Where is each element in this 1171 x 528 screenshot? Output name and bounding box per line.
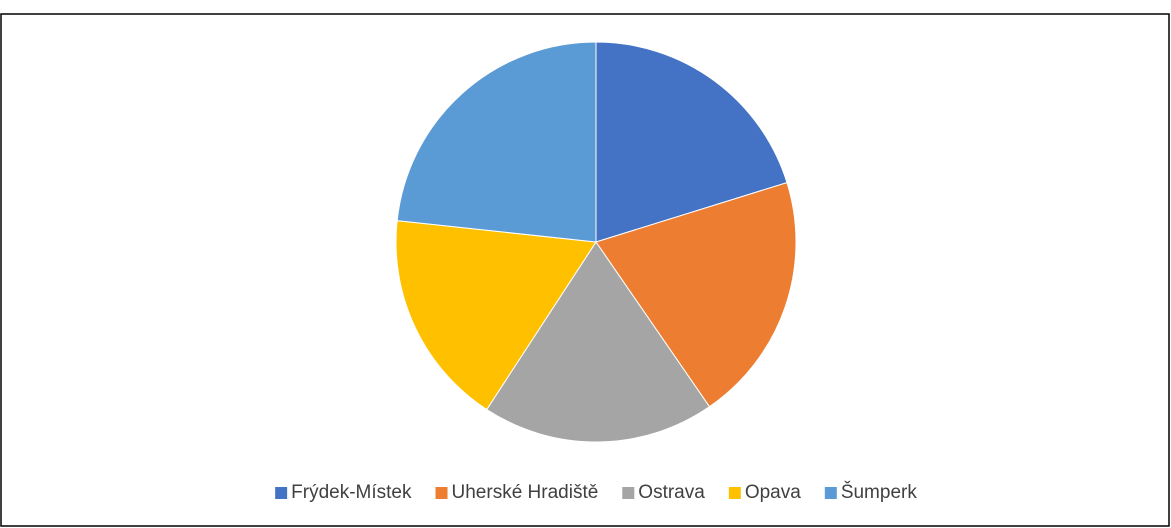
legend-label: Opava — [745, 482, 801, 503]
legend-swatch — [728, 487, 741, 499]
legend-swatch — [824, 487, 837, 499]
legend-label: Šumperk — [841, 481, 918, 503]
legend-label: Ostrava — [638, 482, 705, 503]
pie-slice — [486, 241, 711, 443]
legend-swatch — [435, 487, 448, 499]
pie-slice — [595, 181, 797, 408]
legend-label: Frýdek-Místek — [291, 482, 412, 503]
pie-slice — [595, 41, 788, 243]
pie-slice — [395, 220, 597, 411]
pie-slice — [396, 41, 597, 243]
legend-label: Uherské Hradiště — [452, 482, 599, 503]
legend-swatch — [622, 487, 635, 499]
legend-swatch — [275, 487, 288, 499]
